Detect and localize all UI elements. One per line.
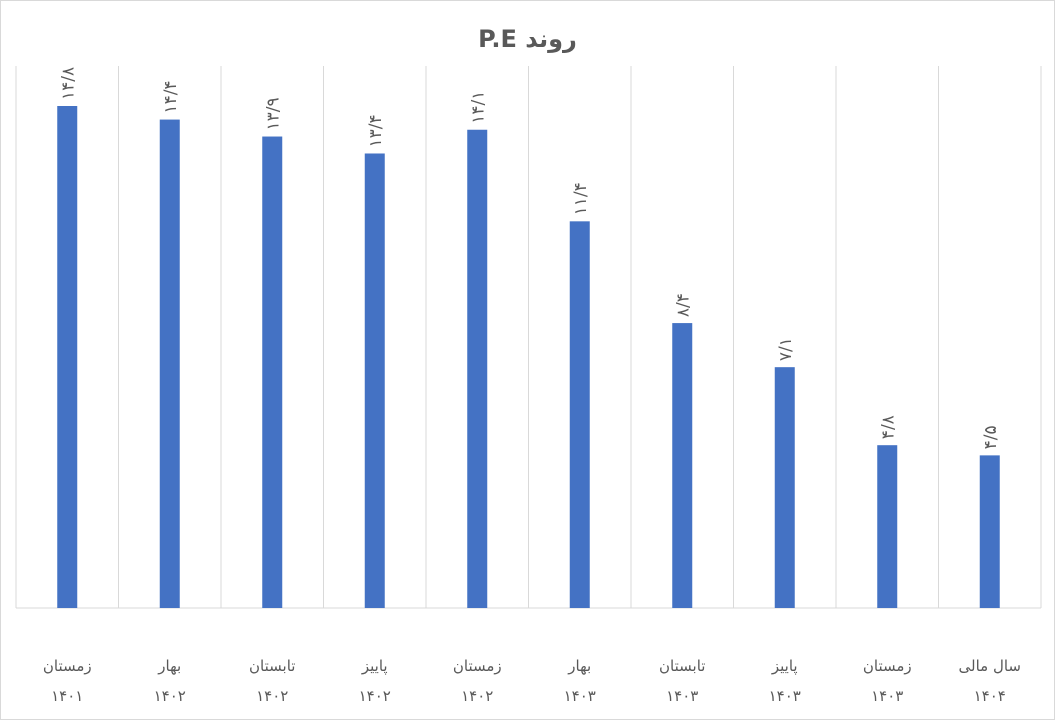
data-label: ۴/۸ bbox=[878, 415, 898, 439]
category-year-label: ۱۴۰۳ bbox=[769, 687, 801, 705]
data-label: ۷/۱ bbox=[776, 337, 796, 361]
category-label: سال مالی bbox=[959, 657, 1021, 675]
data-label: ۱۴/۸ bbox=[58, 67, 78, 100]
chart-title: روند P.E bbox=[478, 25, 577, 53]
data-label: ۸/۴ bbox=[673, 293, 693, 317]
category-label: تابستان bbox=[249, 657, 295, 675]
category-year-label: ۱۴۰۴ bbox=[974, 687, 1006, 705]
data-label: ۱۳/۹ bbox=[263, 97, 283, 130]
bar bbox=[467, 129, 488, 609]
category-label: پاییز bbox=[361, 657, 388, 676]
bar bbox=[262, 136, 283, 608]
category-year-label: ۱۴۰۲ bbox=[154, 687, 186, 705]
category-label: زمستان bbox=[43, 657, 92, 675]
data-label: ۱۴/۴ bbox=[161, 80, 181, 113]
bar bbox=[364, 153, 385, 608]
data-label: ۱۱/۴ bbox=[571, 182, 591, 215]
category-year-label: ۱۴۰۲ bbox=[359, 687, 391, 705]
bar bbox=[774, 367, 795, 608]
category-label: تابستان bbox=[659, 657, 705, 675]
bar bbox=[159, 119, 180, 608]
category-year-label: ۱۴۰۳ bbox=[871, 687, 903, 705]
category-year-label: ۱۴۰۲ bbox=[461, 687, 493, 705]
category-label: بهار bbox=[157, 657, 181, 675]
category-year-label: ۱۴۰۲ bbox=[256, 687, 288, 705]
category-label: زمستان bbox=[863, 657, 912, 675]
bar bbox=[979, 455, 1000, 608]
category-year-label: ۱۴۰۱ bbox=[51, 687, 83, 705]
bar bbox=[877, 445, 898, 608]
bar bbox=[672, 323, 693, 608]
category-label: زمستان bbox=[453, 657, 502, 675]
category-label: بهار bbox=[567, 657, 591, 675]
data-label: ۴/۵ bbox=[981, 425, 1001, 449]
bar bbox=[569, 221, 590, 608]
bar bbox=[57, 106, 78, 608]
category-label: پاییز bbox=[771, 657, 798, 676]
data-label: ۱۳/۴ bbox=[366, 114, 386, 147]
data-label: ۱۴/۱ bbox=[468, 91, 488, 124]
category-year-label: ۱۴۰۳ bbox=[666, 687, 698, 705]
category-year-label: ۱۴۰۳ bbox=[564, 687, 596, 705]
